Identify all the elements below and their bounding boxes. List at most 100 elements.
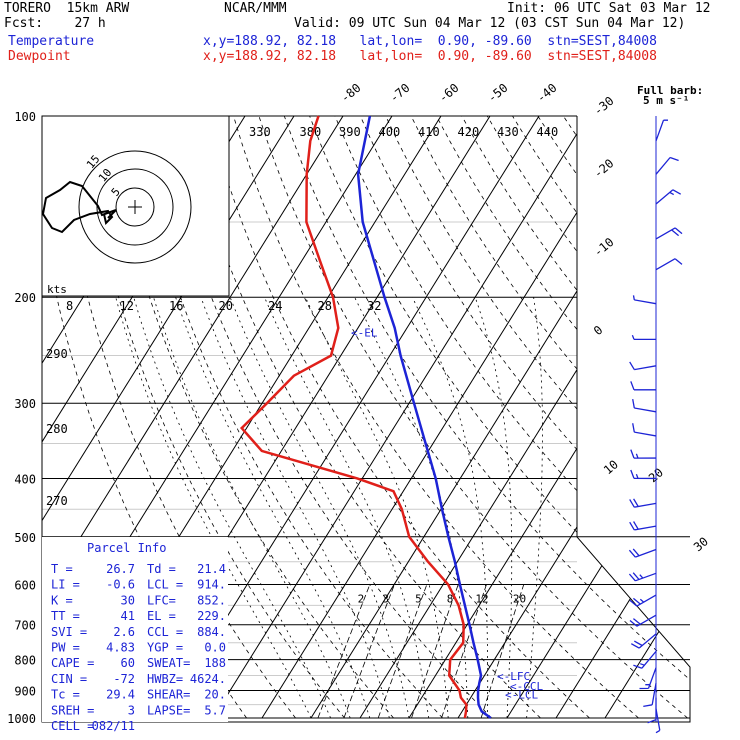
parcel-row-label: Td = [147,562,176,576]
dry-adiabat-line [207,116,590,719]
pressure-tick-label: 600 [14,578,36,592]
mixing-ratio-line [317,584,371,719]
wind-barb [655,227,683,240]
pressure-tick-label: 300 [14,397,36,411]
valid-time: Valid: 09 UTC Sun 04 Mar 12 (03 CST Sun … [294,16,686,31]
parcel-row-value: 21.4 [197,562,226,576]
init-time: Init: 06 UTC Sat 03 Mar 12 [507,1,711,16]
dry-adiabat-line [486,116,690,719]
wind-barb [629,498,657,508]
dry-adiabat-label: 280 [46,422,68,436]
wind-barb [655,119,668,142]
mixing-ratio-label: 20 [513,592,526,605]
mixing-ratio-line [441,584,487,719]
parcel-row-value: 29.4 [106,688,135,702]
wind-barb [655,156,679,175]
wind-barb [633,650,657,669]
parcel-row-value: 2.6 [113,625,135,639]
parcel-row-label: LCL = [147,578,183,592]
dry-adiabat-line [309,116,690,719]
parcel-row-label: SHEAR= [147,688,190,702]
wind-barb [655,189,682,205]
parcel-row-label: SWEAT= [147,656,190,670]
theta-label: 440 [537,125,559,139]
parcel-row-value: 26.7 [106,562,135,576]
hodograph-speed-label: 8 [66,299,73,313]
parcel-row-value: 30 [121,593,135,607]
wind-barb [647,697,657,724]
parcel-info-title: Parcel Info [87,541,166,555]
dry-adiabat-line [233,116,639,719]
parcel-row-value: 3 [128,703,135,717]
moist-adiabat-line [264,297,429,719]
isotherm-label: -10 [591,235,617,260]
wind-barb [630,633,657,649]
temperature-trace [356,115,492,720]
moist-adiabat-line [115,297,312,719]
parcel-row-value: -72 [113,672,135,686]
pressure-tick-label: 400 [14,472,36,486]
wind-barb [630,381,657,391]
wind-barb [629,614,657,627]
isotherm-line [555,116,690,719]
theta-label: 410 [418,125,440,139]
wind-barb [628,548,657,558]
title-left: TORERO 15km ARW [4,1,130,16]
parcel-row-value: -0.6 [106,578,135,592]
parcel-row-value: 188 [204,656,226,670]
parcel-row-value: 41 [121,609,135,623]
lcl-marker: <-LCL [505,688,538,701]
pressure-tick-label: 1000 [7,712,36,726]
parcel-row-value: 0.0 [204,641,226,655]
parcel-row-label: CIN = [51,672,87,686]
isotherm-label: 30 [691,534,711,554]
isotherm-line [42,116,295,719]
parcel-row-value: 914. [197,578,226,592]
isotherm-label: 10 [601,457,621,477]
parcel-row-value: 082/11 [92,719,135,733]
hodograph-ring [78,150,192,264]
model-name: NCAR/MMM [224,1,287,16]
mixing-ratio-label: 3 [382,592,389,605]
isotherm-line [604,116,690,719]
parcel-row-label: CCL = [147,625,183,639]
wind-barb [629,521,657,531]
parcel-row-label: CAPE = [51,656,94,670]
wind-barb [630,449,657,459]
isotherm-label: 40 [736,597,740,617]
mixing-ratio-line [343,584,395,719]
wind-barb [643,682,657,708]
dry-adiabat-line [182,116,541,719]
wind-barb [639,667,657,690]
parcel-row-label: T = [51,562,73,576]
isotherm-label: -80 [338,81,364,106]
pressure-tick-label: 500 [14,531,36,545]
mixing-ratio-line [411,584,459,719]
isotherm-line [42,116,344,719]
hodograph-speed-label: 12 [120,299,134,313]
barb-legend-title: Full barb: [637,84,703,97]
theta-label: 390 [339,125,361,139]
theta-label: 400 [379,125,401,139]
parcel-row-value: 4624. [190,672,226,686]
parcel-row-label: LFC= [147,593,176,607]
hodograph-speed-label: 24 [268,299,282,313]
isotherm-line [212,116,589,719]
pressure-tick-label: 200 [14,291,36,305]
hodograph-trace [41,180,117,234]
parcel-row-value: 4.83 [106,641,135,655]
forecast-hour: Fcst: 27 h [4,16,106,31]
hodograph-ring [96,168,174,246]
parcel-row-label: LAPSE= [147,703,190,717]
moist-adiabat-line [354,297,469,719]
parcel-row-value: 20. [204,688,226,702]
moist-adiabat-line [229,297,410,719]
dry-adiabat-label: 270 [46,494,68,508]
el-marker: <-EL [351,327,378,340]
dry-adiabat-line [131,116,443,719]
moist-adiabat-line [474,297,513,719]
pressure-tick-label: 900 [14,684,36,698]
wind-barb [632,398,657,413]
hodograph-ring [115,187,155,227]
